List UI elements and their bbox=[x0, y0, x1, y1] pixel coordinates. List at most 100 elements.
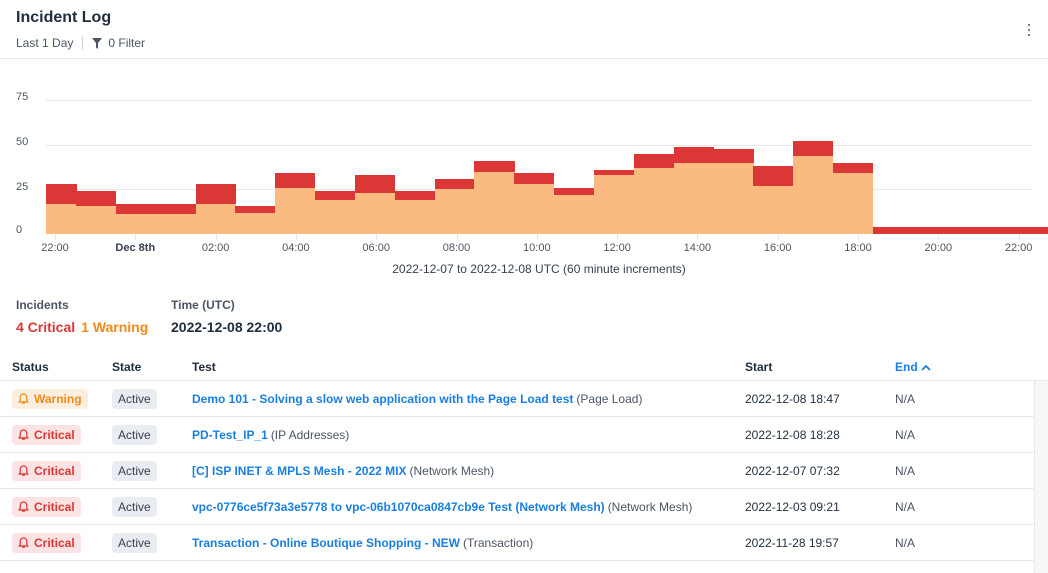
test-link[interactable]: Demo 101 - Solving a slow web applicatio… bbox=[192, 392, 574, 406]
x-tick-label: 16:00 bbox=[763, 242, 792, 254]
test-link[interactable]: [C] ISP INET & MPLS Mesh - 2022 MIX bbox=[192, 464, 407, 478]
bar-segment-critical bbox=[155, 203, 196, 215]
test-type: (Page Load) bbox=[576, 392, 643, 406]
chart-bar[interactable] bbox=[673, 146, 714, 234]
bar-segment-warning bbox=[673, 162, 714, 234]
bar-segment-critical bbox=[713, 148, 754, 163]
chart-bar[interactable] bbox=[872, 226, 913, 234]
bar-segment-warning bbox=[793, 155, 834, 234]
column-header-start[interactable]: Start bbox=[745, 360, 773, 374]
test-link[interactable]: vpc-0776ce5f73a3e5778 to vpc-06b1070ca08… bbox=[192, 500, 605, 514]
column-header-end[interactable]: End bbox=[895, 360, 931, 374]
chart-bar[interactable] bbox=[46, 184, 77, 234]
time-value: 2022-12-08 22:00 bbox=[171, 319, 283, 335]
y-tick-label: 75 bbox=[16, 91, 29, 103]
chart-bar[interactable] bbox=[195, 184, 236, 234]
test-link[interactable]: PD-Test_IP_1 bbox=[192, 428, 268, 442]
y-tick-label: 0 bbox=[16, 224, 23, 236]
chart-bar[interactable] bbox=[155, 203, 196, 234]
time-summary: Time (UTC) 2022-12-08 22:00 bbox=[171, 298, 282, 335]
x-tick-label: 22:00 bbox=[1004, 242, 1033, 254]
test-type: (IP Addresses) bbox=[270, 428, 350, 442]
status-badge: Critical bbox=[12, 497, 81, 517]
chart-bar[interactable] bbox=[952, 226, 993, 234]
chart-bar[interactable] bbox=[633, 153, 674, 234]
bar-segment-warning bbox=[633, 168, 674, 234]
chart-bar[interactable] bbox=[593, 169, 635, 234]
end-cell: N/A bbox=[895, 536, 916, 550]
bar-segment-critical bbox=[434, 178, 475, 190]
start-cell: 2022-12-08 18:47 bbox=[745, 392, 840, 406]
bar-segment-warning bbox=[394, 200, 435, 234]
status-badge: Critical bbox=[12, 425, 81, 445]
bar-segment-critical bbox=[753, 166, 794, 186]
chart-bar[interactable] bbox=[275, 173, 316, 234]
x-tick-label: 18:00 bbox=[844, 242, 872, 254]
status-cell: Critical bbox=[12, 525, 81, 561]
table-row[interactable]: Critical Active PD-Test_IP_1 (IP Address… bbox=[0, 417, 1034, 453]
chart-bar[interactable] bbox=[115, 203, 157, 234]
table-body: Warning Active Demo 101 - Solving a slow… bbox=[0, 381, 1048, 561]
filter-button[interactable]: 0 Filter bbox=[92, 36, 145, 50]
x-axis-caption: 2022-12-07 to 2022-12-08 UTC (60 minute … bbox=[392, 262, 686, 276]
chart-bar[interactable] bbox=[354, 175, 396, 234]
chevron-up-icon bbox=[921, 364, 931, 371]
time-label: Time (UTC) bbox=[171, 298, 235, 312]
chart-bar[interactable] bbox=[912, 226, 953, 234]
chart-bar[interactable] bbox=[753, 166, 794, 234]
bar-segment-critical bbox=[474, 161, 515, 172]
time-period-selector[interactable]: Last 1 Day bbox=[16, 36, 74, 50]
incidents-summary: Incidents 4 Critical 1 Warning bbox=[16, 298, 148, 335]
table-row[interactable]: Warning Active Demo 101 - Solving a slow… bbox=[0, 381, 1034, 417]
chart-bar[interactable] bbox=[713, 148, 754, 234]
chart-bar[interactable] bbox=[434, 178, 475, 234]
status-badge: Warning bbox=[12, 389, 88, 409]
table-row[interactable]: Critical Active vpc-0776ce5f73a3e5778 to… bbox=[0, 489, 1034, 525]
chart-bar[interactable] bbox=[992, 226, 1033, 234]
test-cell: Transaction - Online Boutique Shopping -… bbox=[192, 525, 533, 561]
status-badge: Critical bbox=[12, 533, 81, 553]
divider bbox=[82, 36, 84, 50]
test-link[interactable]: Transaction - Online Boutique Shopping -… bbox=[192, 536, 460, 550]
bar-segment-warning bbox=[554, 194, 595, 234]
incident-table: Status State Test Start End Warning Acti… bbox=[0, 355, 1048, 573]
table-row[interactable]: Critical Active [C] ISP INET & MPLS Mesh… bbox=[0, 453, 1034, 489]
chart-bar[interactable] bbox=[1032, 226, 1048, 234]
chart-bar[interactable] bbox=[474, 161, 515, 234]
end-cell: N/A bbox=[895, 392, 916, 406]
chart-bar[interactable] bbox=[832, 162, 874, 234]
bar-segment-warning bbox=[474, 171, 515, 234]
column-header-status[interactable]: Status bbox=[12, 360, 49, 374]
chart-bar[interactable] bbox=[235, 205, 276, 234]
bar-segment-warning bbox=[354, 193, 396, 234]
column-header-state[interactable]: State bbox=[112, 360, 142, 374]
chart-bar[interactable] bbox=[793, 141, 834, 234]
chart-bar[interactable] bbox=[394, 191, 435, 234]
status-cell: Warning bbox=[12, 381, 88, 417]
table-scrollbar[interactable] bbox=[1034, 381, 1048, 573]
bar-segment-warning bbox=[514, 184, 555, 234]
kebab-vertical-icon[interactable] bbox=[1026, 24, 1032, 36]
x-tick-label: 22:00 bbox=[41, 242, 69, 254]
x-tick-label: 12:00 bbox=[603, 242, 631, 254]
chart-bar[interactable] bbox=[554, 187, 595, 234]
column-header-test[interactable]: Test bbox=[192, 360, 216, 374]
x-tick-label: 06:00 bbox=[362, 242, 390, 254]
bar-segment-warning bbox=[195, 203, 236, 234]
state-badge: Active bbox=[112, 497, 157, 517]
chart-bar[interactable] bbox=[514, 173, 555, 234]
table-header: Status State Test Start End bbox=[0, 355, 1048, 381]
x-tick bbox=[1018, 234, 1020, 240]
bar-segment-critical bbox=[1032, 226, 1048, 234]
state-badge: Active bbox=[112, 389, 157, 409]
status-label: Critical bbox=[34, 500, 75, 514]
bar-segment-critical bbox=[832, 162, 874, 174]
state-badge: Active bbox=[112, 533, 157, 553]
status-label: Warning bbox=[34, 392, 82, 406]
chart-bar[interactable] bbox=[315, 191, 356, 234]
critical-count: 4 Critical bbox=[16, 319, 76, 335]
gridline bbox=[46, 145, 1032, 146]
table-row[interactable]: Critical Active Transaction - Online Bou… bbox=[0, 525, 1034, 561]
chart-bar[interactable] bbox=[76, 191, 117, 234]
test-type: (Transaction) bbox=[463, 536, 534, 550]
